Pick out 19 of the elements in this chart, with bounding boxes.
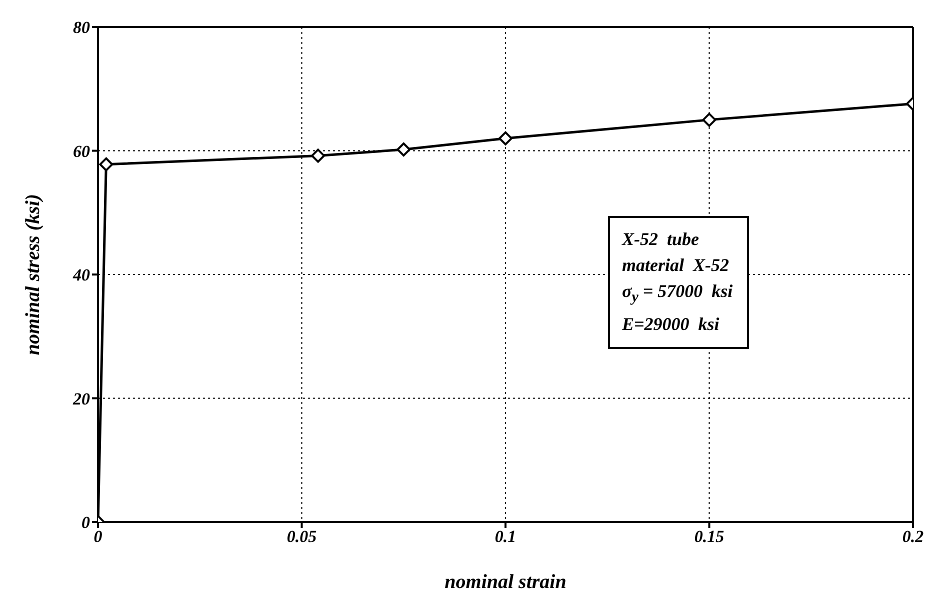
annotation: E=29000 ksi	[622, 312, 720, 336]
point	[498, 131, 512, 146]
point	[311, 148, 326, 163]
x-tick-label: 0.05	[286, 527, 318, 546]
annotation: material X-52	[622, 254, 730, 277]
annotation: X-52 tube	[622, 228, 700, 251]
y-tick-label: 60	[73, 142, 90, 161]
x-tick-label: 0.15	[694, 527, 725, 546]
x-tick-label: 0.1	[494, 527, 516, 546]
y-tick-label: 80	[73, 18, 90, 38]
y-tick-label: 0	[82, 513, 90, 532]
y-tick-label: 40	[72, 266, 90, 285]
annotation: σ$_{y}$ = 57000 ksi	[622, 280, 733, 308]
y-axis-title: nominal stress (ksi)	[22, 194, 44, 356]
point	[396, 142, 411, 157]
x-tick-label: 0	[94, 527, 103, 546]
x-axis-title: nominal strain	[444, 571, 566, 593]
y-tick-label: 20	[72, 389, 90, 408]
x-tick-label: 0.2	[902, 527, 924, 546]
